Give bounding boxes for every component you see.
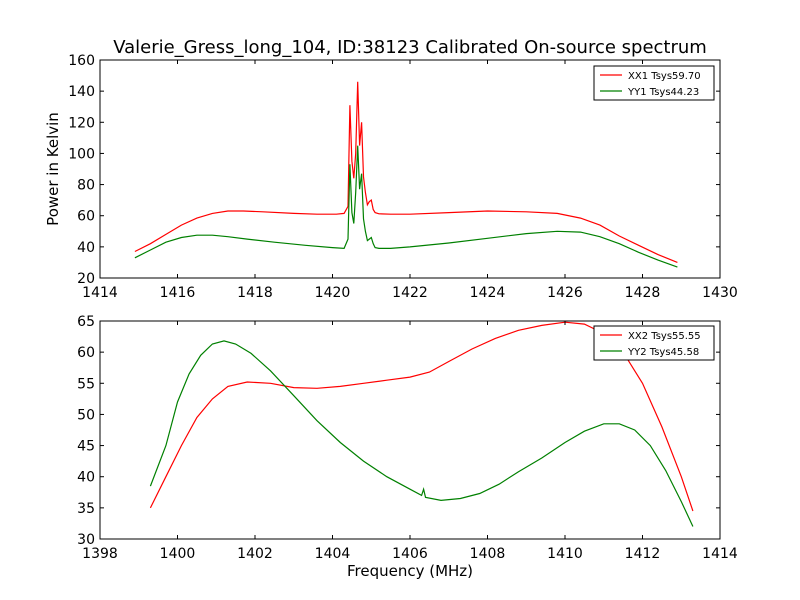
chart-title: Valerie_Gress_long_104, ID:38123 Calibra… (113, 37, 707, 58)
x-tick-label: 1426 (547, 285, 583, 301)
y-tick-label: 140 (68, 84, 95, 100)
legend: XX1 Tsys59.70 YY1 Tsys44.23 (593, 65, 715, 101)
x-tick-label: 1428 (625, 285, 661, 301)
series-line-2 (149, 340, 694, 527)
y-tick-label: 60 (77, 209, 95, 225)
y-tick-label: 40 (77, 470, 95, 486)
x-tick-label: 1406 (392, 546, 428, 562)
y-tick-label: 80 (77, 178, 95, 194)
y-axis-label: Power in Kelvin (44, 112, 62, 226)
legend-entry: XX1 Tsys59.70 (628, 71, 701, 82)
x-tick-label: 1414 (82, 285, 118, 301)
bottom-spectrum-plot: 1398 1400 1402 1404 1406 1408 1410 1412 1414 30 35… (77, 314, 738, 580)
y-tick-label: 55 (77, 376, 95, 392)
x-tick-label: 1416 (160, 285, 196, 301)
x-tick-label: 1412 (625, 546, 661, 562)
y-tick-label: 50 (77, 407, 95, 423)
y-tick-label: 35 (77, 501, 95, 517)
x-tick-label: 1400 (160, 546, 196, 562)
y-tick-label: 60 (77, 345, 95, 361)
y-tick-label: 30 (77, 532, 95, 548)
y-tick-label: 45 (77, 439, 95, 455)
y-tick-label: 160 (68, 53, 95, 69)
legend-entry: YY2 Tsys45.58 (627, 347, 699, 358)
legend-box (593, 65, 715, 101)
x-tick-label: 1404 (315, 546, 351, 562)
y-tick-label: 120 (68, 115, 95, 131)
x-tick-label: 1424 (470, 285, 506, 301)
y-tick-label: 100 (68, 146, 95, 162)
x-tick-label: 1418 (237, 285, 273, 301)
series-line-2 (134, 145, 678, 268)
x-tick-label: 1410 (547, 546, 583, 562)
series-line-1 (134, 81, 678, 263)
y-tick-label: 40 (77, 240, 95, 256)
x-tick-label: 1414 (702, 546, 738, 562)
x-tick-label: 1408 (470, 546, 506, 562)
x-tick-label: 1402 (237, 546, 273, 562)
x-tick-label: 1420 (315, 285, 351, 301)
legend: XX2 Tsys55.55 YY2 Tsys45.58 (593, 325, 715, 361)
legend-box (593, 325, 715, 361)
legend-entry: XX2 Tsys55.55 (628, 331, 701, 342)
x-tick-label: 1430 (702, 285, 738, 301)
top-spectrum-plot: 1414 1416 1418 1420 1422 1424 1426 1428 1430 20 40… (44, 53, 738, 301)
x-tick-label: 1398 (82, 546, 118, 562)
legend-entry: YY1 Tsys44.23 (627, 87, 699, 98)
y-tick-label: 65 (77, 314, 95, 330)
x-tick-label: 1422 (392, 285, 428, 301)
x-axis-label: Frequency (MHz) (347, 562, 473, 580)
y-tick-label: 20 (77, 271, 95, 287)
